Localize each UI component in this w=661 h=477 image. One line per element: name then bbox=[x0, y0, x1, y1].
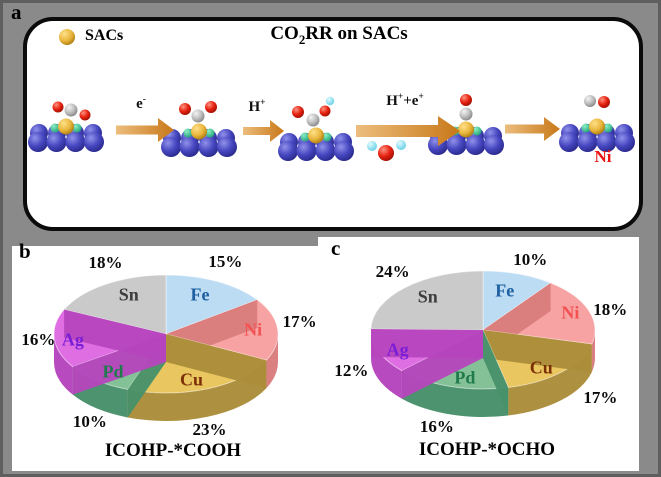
arrow-2-sup: + bbox=[260, 98, 266, 108]
pie-c-label-Sn: Sn bbox=[417, 286, 438, 307]
arrow-1-base: e bbox=[136, 96, 143, 112]
arrow-3-sup: + bbox=[397, 92, 404, 102]
pie-b-pct-Sn: 18% bbox=[88, 253, 123, 273]
pie-c-pct-Fe: 10% bbox=[513, 249, 548, 269]
arrow-label-proton-electron: H++e+ bbox=[386, 92, 424, 110]
scheme-title: CO2RR on SACs bbox=[270, 23, 407, 48]
arrow-3-base2: +e bbox=[403, 93, 419, 109]
pie-c-label-Ag: Ag bbox=[386, 339, 409, 360]
pie-b-label-Ni: Ni bbox=[244, 319, 263, 340]
pie-c-label-Ni: Ni bbox=[561, 302, 580, 323]
arrow-label-proton: H+ bbox=[249, 98, 266, 116]
legend-label: SACs bbox=[85, 27, 124, 44]
pie-c-pct-Sn: 24% bbox=[375, 262, 410, 282]
title-pre: CO bbox=[270, 23, 299, 44]
arrow-label-electron: e- bbox=[136, 95, 146, 113]
pie-b-pct-Ag: 16% bbox=[21, 330, 56, 350]
pie-c-pct-Ni: 18% bbox=[593, 299, 628, 319]
pie-c-label-Cu: Cu bbox=[529, 357, 553, 378]
pie-b-pct-Cu: 23% bbox=[192, 420, 227, 440]
title-subscript: 2 bbox=[298, 31, 306, 47]
panel-letter-a: a bbox=[11, 0, 22, 24]
pie-c-label-Pd: Pd bbox=[454, 367, 476, 388]
pie-b-label-Sn: Sn bbox=[118, 284, 139, 305]
product-label: Ni bbox=[594, 147, 612, 166]
arrow-2-base: H bbox=[248, 99, 261, 115]
pie-c-pct-Cu: 17% bbox=[583, 387, 618, 407]
panel-letter-c: c bbox=[331, 236, 341, 260]
arrow-1-sup: - bbox=[142, 95, 146, 105]
arrow-3-base: H bbox=[386, 93, 398, 109]
pie-b-caption: ICOHP-*COOH bbox=[104, 440, 242, 461]
pie-c-pct-Pd: 16% bbox=[419, 417, 454, 437]
pie-b-pct-Fe: 15% bbox=[208, 252, 243, 272]
pie-c-caption: ICOHP-*OCHO bbox=[418, 439, 556, 460]
pie-c-pct-Ag: 12% bbox=[334, 361, 369, 381]
pie-b-label-Pd: Pd bbox=[102, 361, 124, 382]
arrow-3-sup2: + bbox=[418, 92, 424, 102]
pie-b-pct-Ni: 17% bbox=[282, 311, 317, 331]
title-post: RR on SACs bbox=[305, 23, 408, 44]
pie-c-label-Fe: Fe bbox=[495, 280, 515, 301]
pie-b-pct-Pd: 10% bbox=[72, 411, 107, 431]
panel-letter-b: b bbox=[19, 239, 31, 263]
pie-b-label-Cu: Cu bbox=[179, 369, 203, 390]
pie-b-label-Fe: Fe bbox=[190, 284, 210, 305]
pie-b-label-Ag: Ag bbox=[61, 329, 84, 350]
